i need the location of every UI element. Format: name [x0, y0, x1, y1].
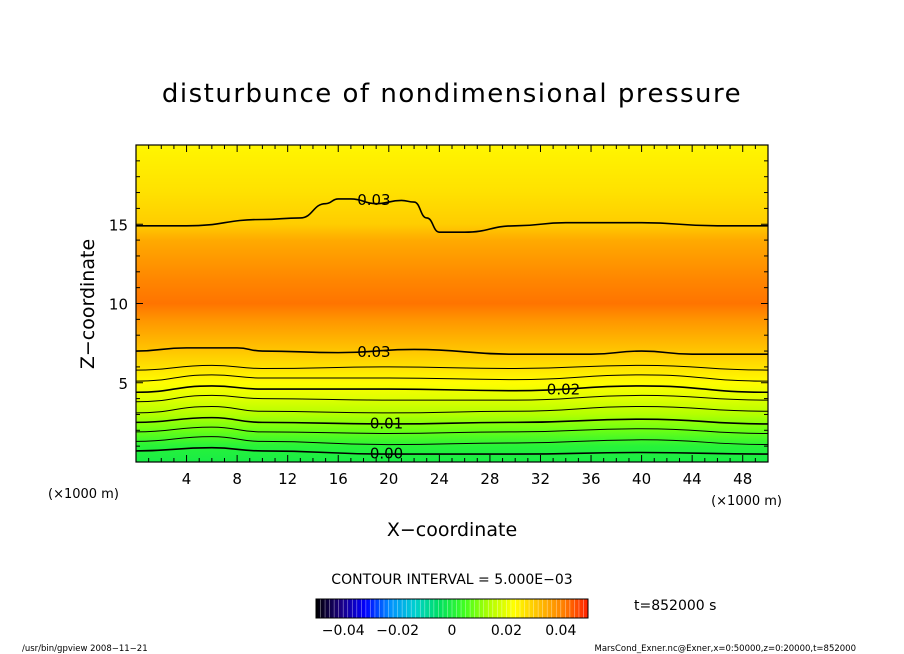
colorbar-tick-label: 0 — [448, 623, 457, 639]
colorbar-tick-label: 0.04 — [545, 623, 576, 639]
contour-interval-text: CONTOUR INTERVAL = 5.000E−03 — [331, 572, 572, 588]
x-tick-label: 36 — [581, 470, 600, 488]
contour-label: 0.03 — [357, 191, 390, 209]
contour-label: 0.03 — [357, 343, 390, 361]
x-tick-label: 28 — [480, 470, 499, 488]
x-axis-label: X−coordinate — [387, 519, 517, 541]
x-unit-right: (×1000 m) — [711, 494, 782, 509]
footer-right: MarsCond_Exner.nc@Exner,x=0:50000,z=0:20… — [594, 644, 856, 654]
y-tick-label: 10 — [109, 296, 128, 314]
contour-line — [135, 446, 769, 455]
contour-line — [135, 416, 769, 425]
contour-line — [135, 385, 769, 394]
x-tick-label: 44 — [683, 470, 702, 488]
contour-label: 0.01 — [370, 415, 403, 433]
x-tick-label: 48 — [733, 470, 752, 488]
x-tick-label: 32 — [531, 470, 550, 488]
contour-line — [135, 436, 769, 446]
colorbar-tick-label: −0.02 — [376, 623, 419, 639]
chart-title: disturbunce of nondimensional pressure — [162, 79, 742, 109]
contour-label: 0.00 — [370, 445, 403, 463]
x-tick-label: 16 — [329, 470, 348, 488]
x-tick-label: 20 — [379, 470, 398, 488]
y-axis-label: Z−coordinate — [77, 239, 99, 369]
colorbar-frame — [315, 598, 589, 619]
colorbar-tick-label: −0.04 — [322, 623, 365, 639]
footer-left: /usr/bin/gpview 2008−11−21 — [22, 644, 148, 654]
x-tick-label: 40 — [632, 470, 651, 488]
contour-label: 0.02 — [547, 380, 580, 398]
x-unit-left: (×1000 m) — [48, 487, 119, 502]
contour-line — [135, 426, 769, 434]
x-tick-label: 24 — [430, 470, 449, 488]
contour-line — [135, 374, 769, 382]
x-tick-label: 8 — [232, 470, 242, 488]
pressure-field — [136, 145, 768, 462]
contour-line — [135, 394, 769, 403]
plot-area: 0.000.010.020.030.034 8 12 16 20 24 28 32 36 40 44… — [109, 144, 769, 488]
contour-line — [135, 406, 769, 414]
colorbar: −0.04 −0.02 0 0.02 0.04 — [315, 598, 589, 639]
y-tick-label: 5 — [118, 375, 128, 393]
contour-line — [135, 364, 769, 371]
colorbar-tick-label: 0.02 — [491, 623, 522, 639]
contour-line — [136, 198, 768, 233]
time-text: t=852000 s — [634, 598, 716, 614]
x-tick-label: 12 — [278, 470, 297, 488]
x-tick-label: 4 — [182, 470, 192, 488]
y-tick-label: 15 — [109, 216, 128, 234]
contour-line — [135, 347, 768, 356]
